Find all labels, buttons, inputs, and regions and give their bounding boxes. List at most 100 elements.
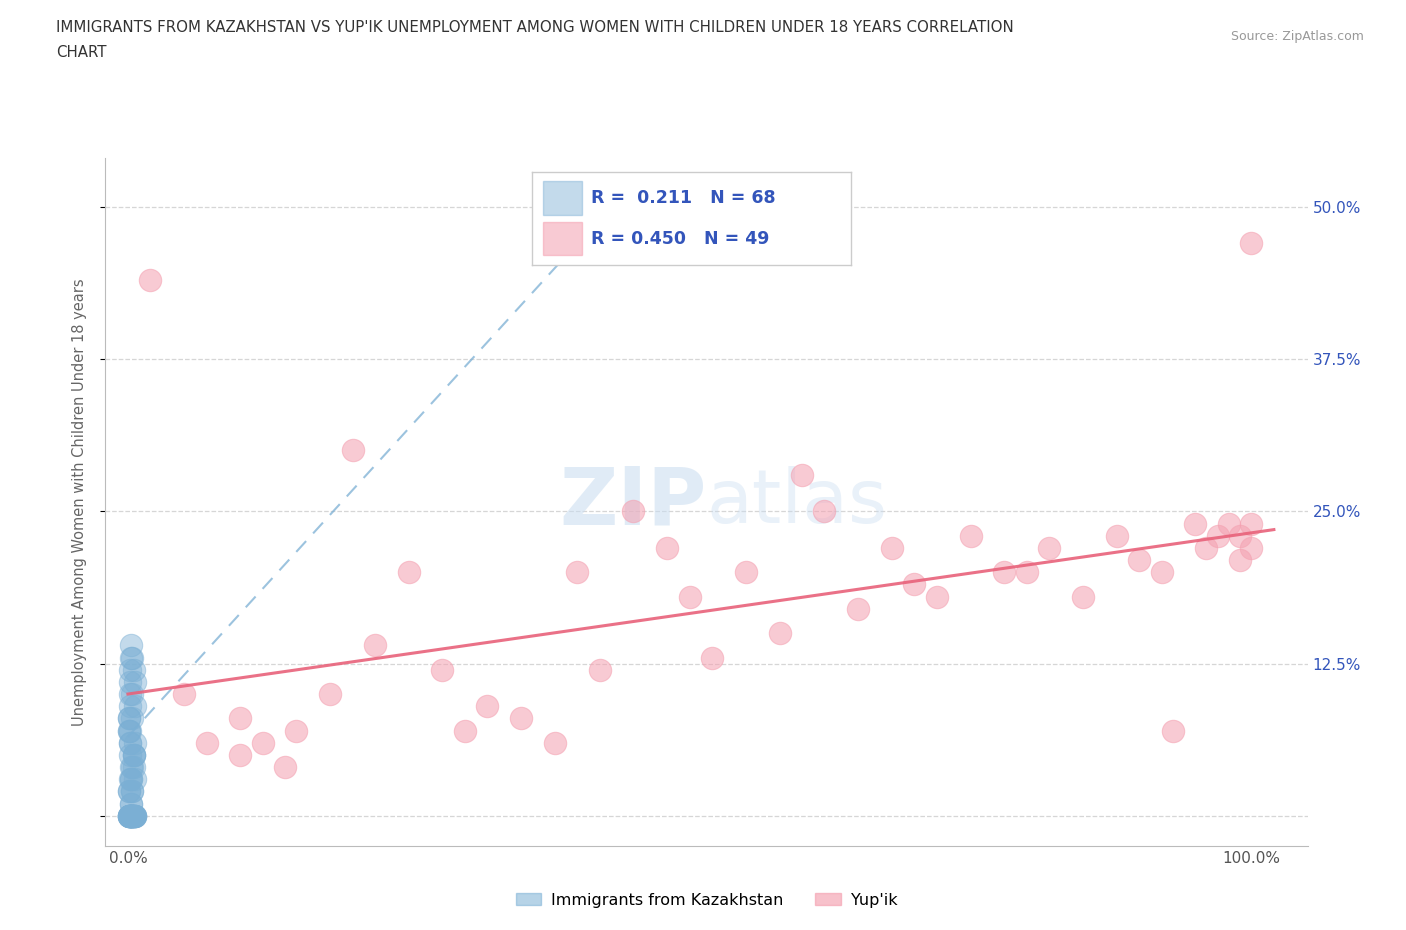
Point [1128, 552, 1150, 567]
Point [121, 808, 143, 823]
Point [118, 784, 141, 799]
Point [118, 808, 141, 823]
Point [122, 760, 145, 775]
Point [589, 662, 612, 677]
Point [118, 711, 141, 725]
Point [319, 686, 342, 701]
Point [229, 748, 252, 763]
Point [1229, 552, 1251, 567]
Point [768, 626, 790, 641]
Point [122, 662, 145, 677]
Point [139, 272, 162, 287]
Point [544, 736, 567, 751]
Point [1240, 236, 1263, 251]
Point [118, 808, 141, 823]
Point [120, 772, 142, 787]
Legend: Immigrants from Kazakhstan, Yup'ik: Immigrants from Kazakhstan, Yup'ik [509, 886, 904, 914]
Point [121, 650, 143, 665]
Point [1015, 565, 1038, 579]
Point [120, 808, 142, 823]
Point [124, 808, 146, 823]
Point [567, 565, 589, 579]
Point [121, 808, 143, 823]
Point [903, 577, 925, 591]
Point [813, 504, 835, 519]
Point [1071, 590, 1094, 604]
Point [195, 736, 218, 751]
Point [118, 724, 141, 738]
Point [120, 808, 142, 823]
Point [120, 638, 142, 653]
Point [120, 760, 142, 775]
Point [120, 674, 142, 689]
Y-axis label: Unemployment Among Women with Children Under 18 years: Unemployment Among Women with Children U… [72, 278, 87, 726]
Text: R = 0.450   N = 49: R = 0.450 N = 49 [591, 230, 769, 247]
Point [120, 662, 142, 677]
Point [124, 808, 146, 823]
Point [120, 736, 142, 751]
Point [118, 808, 141, 823]
Point [118, 784, 141, 799]
Point [679, 590, 702, 604]
Point [120, 808, 142, 823]
Point [121, 784, 143, 799]
Point [124, 698, 146, 713]
Point [122, 748, 145, 763]
Text: ZIP: ZIP [560, 463, 707, 541]
Point [120, 698, 142, 713]
Point [121, 808, 143, 823]
Point [124, 772, 146, 787]
Point [120, 808, 142, 823]
Point [1206, 528, 1229, 543]
Point [623, 504, 645, 519]
Point [657, 540, 679, 555]
Point [121, 784, 143, 799]
Point [121, 686, 143, 701]
Text: R =  0.211   N = 68: R = 0.211 N = 68 [591, 189, 776, 206]
Point [252, 736, 274, 751]
Text: atlas: atlas [707, 466, 887, 538]
Point [118, 808, 141, 823]
Point [1240, 516, 1263, 531]
Point [124, 808, 146, 823]
Text: Source: ZipAtlas.com: Source: ZipAtlas.com [1230, 30, 1364, 43]
Point [510, 711, 533, 725]
Point [121, 808, 143, 823]
Point [120, 808, 142, 823]
Point [121, 808, 143, 823]
Point [124, 808, 146, 823]
Point [120, 724, 142, 738]
Point [274, 760, 297, 775]
Point [118, 808, 141, 823]
Point [432, 662, 454, 677]
Point [122, 748, 145, 763]
Point [118, 808, 141, 823]
Point [285, 724, 308, 738]
Text: CHART: CHART [56, 45, 107, 60]
Text: IMMIGRANTS FROM KAZAKHSTAN VS YUP'IK UNEMPLOYMENT AMONG WOMEN WITH CHILDREN UNDE: IMMIGRANTS FROM KAZAKHSTAN VS YUP'IK UNE… [56, 20, 1014, 35]
Point [925, 590, 948, 604]
Point [120, 796, 142, 811]
Point [121, 711, 143, 725]
Point [121, 760, 143, 775]
Point [1229, 528, 1251, 543]
Point [364, 638, 387, 653]
Point [790, 468, 813, 483]
Point [118, 724, 141, 738]
Point [120, 808, 142, 823]
Point [120, 808, 142, 823]
Point [700, 650, 723, 665]
Point [120, 772, 142, 787]
Point [120, 808, 142, 823]
Point [120, 772, 142, 787]
Point [118, 711, 141, 725]
Point [1195, 540, 1218, 555]
FancyBboxPatch shape [543, 181, 582, 215]
Point [124, 736, 146, 751]
Point [398, 565, 420, 579]
Point [880, 540, 903, 555]
Point [122, 808, 145, 823]
Point [122, 808, 145, 823]
Point [959, 528, 981, 543]
Point [993, 565, 1015, 579]
